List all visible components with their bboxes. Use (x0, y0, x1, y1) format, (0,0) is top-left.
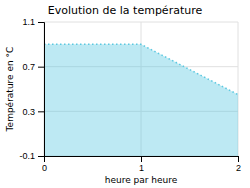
axis-domain (38, 23, 45, 157)
tick-mark (141, 156, 142, 162)
tick: 2 (236, 156, 241, 173)
tick-label: 1.1 (22, 17, 35, 27)
area (44, 44, 238, 156)
marks (44, 44, 238, 156)
y-axis: -0.1 0.3 0.7 1.1 (19, 17, 44, 161)
tick-mark (238, 156, 239, 162)
tick-mark (38, 22, 44, 23)
grid (44, 22, 238, 156)
y-axis-label: Température en °C (5, 47, 15, 133)
tick: 1.1 (22, 17, 44, 27)
tick-label: 0.3 (22, 107, 35, 117)
tick-mark (38, 111, 44, 112)
tick-label: 0 (42, 163, 47, 173)
tick-label: -0.1 (19, 151, 35, 161)
tick: 0.7 (22, 62, 44, 72)
grid-line-y (44, 22, 238, 23)
chart-svg: 0 1 2 -0.1 0.3 0.7 1.1 Evolution de la températ… (0, 0, 250, 188)
tick-label: 2 (236, 163, 241, 173)
chart-container: 0 1 2 -0.1 0.3 0.7 1.1 Evolution de la températ… (0, 0, 250, 188)
axis-domain (45, 157, 239, 163)
tick-label: 1 (139, 163, 144, 173)
x-axis-label: heure par heure (105, 175, 178, 185)
plot-area: 0 1 2 -0.1 0.3 0.7 1.1 (19, 17, 241, 173)
tick: 0.3 (22, 107, 44, 117)
tick-mark (38, 156, 44, 157)
tick: -0.1 (19, 151, 44, 161)
tick-label: 0.7 (22, 62, 35, 72)
tick-mark (38, 67, 44, 68)
tick: 0 (42, 156, 47, 173)
title: Evolution de la température (48, 4, 203, 17)
x-axis: 0 1 2 (42, 156, 241, 173)
tick: 1 (139, 156, 144, 173)
line (44, 44, 238, 94)
